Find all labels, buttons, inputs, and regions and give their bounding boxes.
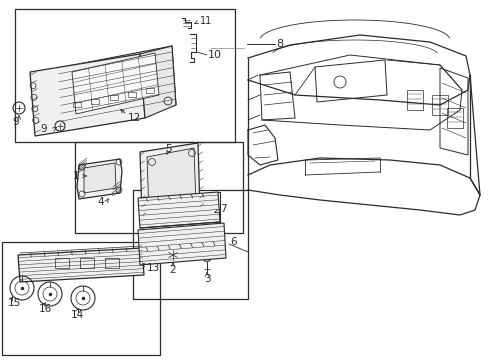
Bar: [105, 258, 119, 268]
Polygon shape: [30, 54, 145, 136]
Polygon shape: [58, 46, 176, 127]
Text: 16: 16: [39, 304, 52, 314]
Text: 9: 9: [13, 117, 19, 127]
Bar: [80, 258, 94, 268]
Polygon shape: [140, 46, 176, 118]
Bar: [2, 242, 160, 355]
Polygon shape: [138, 223, 225, 265]
Polygon shape: [147, 148, 196, 214]
Text: 8: 8: [275, 39, 283, 49]
Text: 14: 14: [71, 310, 84, 320]
Text: 12: 12: [128, 113, 141, 123]
Bar: [406, 90, 422, 110]
Text: 7: 7: [220, 204, 226, 214]
Bar: [109, 95, 117, 100]
Polygon shape: [138, 192, 220, 228]
Polygon shape: [72, 53, 159, 114]
Polygon shape: [77, 159, 122, 199]
Bar: [15, 9, 235, 142]
Bar: [146, 88, 154, 93]
Bar: [75, 142, 243, 233]
Polygon shape: [18, 248, 143, 282]
Bar: [133, 190, 247, 299]
Bar: [73, 102, 81, 107]
Polygon shape: [140, 143, 200, 219]
Bar: [127, 92, 136, 96]
Bar: [446, 108, 462, 128]
Text: 10: 10: [207, 50, 222, 60]
Bar: [91, 99, 99, 104]
Text: 5: 5: [164, 144, 171, 154]
Text: 15: 15: [8, 298, 21, 308]
Text: 11: 11: [200, 16, 212, 26]
Text: 1: 1: [72, 171, 79, 181]
Text: 13: 13: [147, 263, 160, 273]
Bar: [55, 258, 69, 268]
Text: 2: 2: [169, 265, 176, 275]
Polygon shape: [84, 163, 116, 193]
Text: 6: 6: [229, 237, 236, 247]
Text: 4: 4: [97, 197, 104, 207]
Text: 9: 9: [41, 124, 47, 134]
Bar: [431, 95, 447, 115]
Text: 3: 3: [203, 274, 210, 284]
